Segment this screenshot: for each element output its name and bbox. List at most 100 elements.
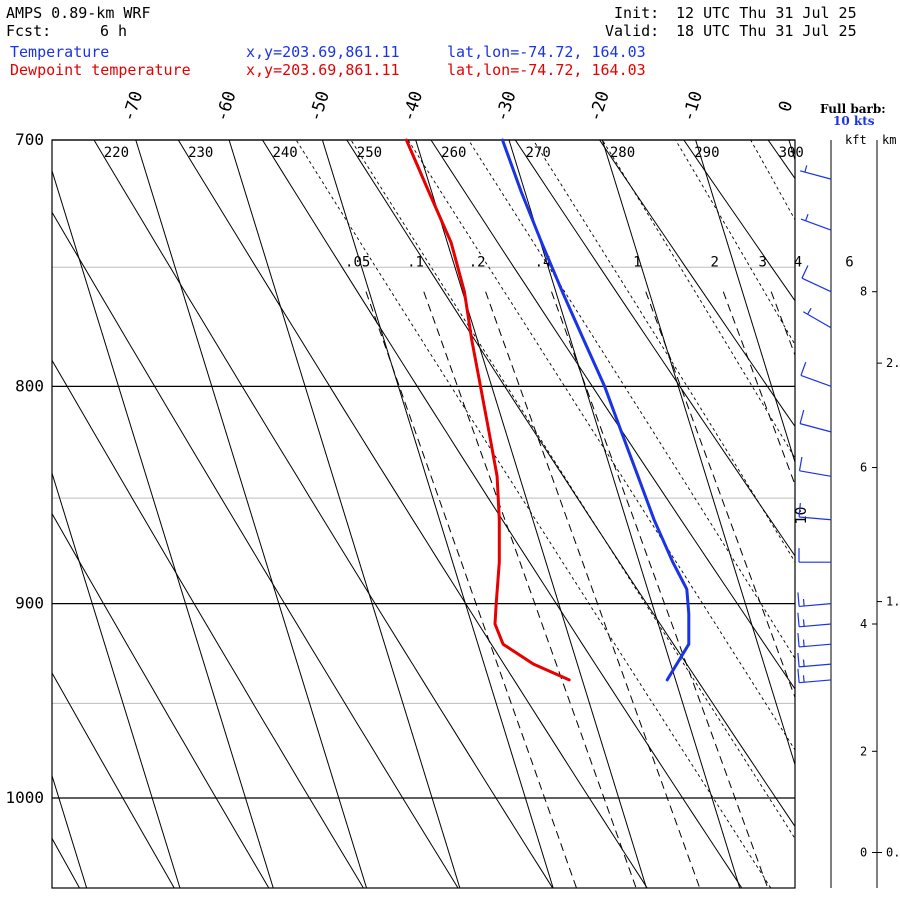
isotherm-line bbox=[52, 773, 88, 888]
moist-adiabat bbox=[825, 140, 900, 888]
mixing-ratio-line bbox=[722, 291, 795, 487]
wind-barb-shaft bbox=[799, 643, 832, 648]
isotherm-line bbox=[52, 169, 274, 888]
wind-barb-feather bbox=[798, 502, 801, 518]
mixing-ratio-line bbox=[485, 291, 701, 888]
temperature-tick-label: -70 bbox=[119, 89, 148, 124]
isotherm-line bbox=[415, 140, 647, 888]
km-axis-label: km bbox=[882, 133, 896, 147]
theta-label: 290 bbox=[694, 145, 719, 161]
isotherm-line bbox=[321, 140, 554, 888]
dry-adiabat bbox=[852, 140, 900, 888]
dry-adiabat bbox=[177, 140, 648, 888]
mixing-ratio-label: .2 bbox=[469, 255, 486, 271]
wind-barb-shaft bbox=[800, 218, 832, 231]
plot-area bbox=[52, 140, 900, 888]
moist-adiabat bbox=[532, 140, 795, 563]
wind-barb-half-feather bbox=[805, 213, 809, 221]
dry-adiabat bbox=[262, 140, 743, 888]
wind-barb-shaft bbox=[802, 311, 832, 329]
mixing-ratio-line bbox=[423, 291, 637, 888]
wind-barb-shaft bbox=[799, 679, 832, 684]
fcst-value: 6 h bbox=[100, 22, 128, 40]
wind-barb-feather bbox=[801, 265, 809, 279]
mixing-ratio-line bbox=[645, 291, 795, 699]
moist-adiabat bbox=[468, 140, 795, 660]
dry-adiabat bbox=[346, 140, 795, 828]
mixing-ratio-label: 4 bbox=[794, 255, 802, 271]
legend-temperature-xy: x,y=203.69,861.11 bbox=[246, 43, 400, 61]
mixing-ratio-label: 3 bbox=[758, 255, 766, 271]
wind-barb-half-feather bbox=[802, 675, 805, 683]
isotherm-line bbox=[228, 140, 461, 888]
mixing-ratio-10-label: 10 bbox=[792, 506, 810, 524]
wind-barb-feather bbox=[797, 612, 800, 627]
legend-temperature-latlon: lat,lon=-74.72, 164.03 bbox=[447, 43, 646, 61]
wind-barb-half-feather bbox=[804, 165, 808, 173]
temperature-tick-label: -60 bbox=[212, 89, 241, 124]
wind-barb-shaft bbox=[799, 603, 832, 608]
temperature-profile-line bbox=[501, 138, 691, 682]
theta-label: 220 bbox=[104, 145, 129, 161]
kft-tick-label: 0 bbox=[860, 846, 867, 860]
wind-barb-feather bbox=[797, 652, 800, 667]
km-tick-label: 2. bbox=[886, 356, 900, 370]
theta-label: 300 bbox=[779, 145, 804, 161]
wind-barb-feather bbox=[797, 592, 800, 607]
isotherm-line bbox=[52, 471, 181, 888]
dry-adiabat bbox=[93, 140, 554, 888]
temperature-tick-label: -10 bbox=[679, 89, 708, 124]
theta-label: 230 bbox=[188, 145, 213, 161]
plot-frame bbox=[51, 139, 796, 889]
pressure-tick-label: 900 bbox=[15, 594, 44, 613]
wind-barb-half-feather bbox=[802, 598, 805, 607]
temperature-tick-label: -20 bbox=[585, 89, 614, 124]
legend-dewpoint-label: Dewpoint temperature bbox=[10, 61, 191, 79]
mixing-ratio-label: 2 bbox=[711, 255, 719, 271]
dry-adiabat bbox=[514, 140, 795, 557]
moist-adiabat bbox=[602, 140, 795, 459]
mixing-ratio-line bbox=[858, 292, 900, 888]
dewpoint-profile-line bbox=[404, 138, 571, 682]
dry-adiabat bbox=[52, 837, 80, 888]
temperature-tick-label: -30 bbox=[492, 89, 521, 124]
dry-adiabat bbox=[52, 671, 175, 888]
dry-adiabat bbox=[599, 140, 795, 428]
mixing-ratio-label: 1 bbox=[633, 255, 641, 271]
mixing-ratio-label: 6 bbox=[845, 255, 853, 271]
dry-adiabat bbox=[52, 211, 459, 888]
moist-adiabat bbox=[675, 140, 795, 346]
kft-tick-label: 2 bbox=[860, 744, 867, 758]
model-title: AMPS 0.89-km WRF bbox=[6, 4, 151, 22]
theta-label: 270 bbox=[526, 145, 551, 161]
pressure-tick-label: 800 bbox=[15, 376, 44, 395]
wind-barb-feather bbox=[800, 362, 807, 376]
isotherm-line bbox=[695, 140, 795, 464]
dry-adiabat bbox=[430, 140, 795, 690]
temperature-tick-label: -40 bbox=[399, 89, 428, 124]
mixing-ratio-line bbox=[551, 291, 769, 888]
km-tick-label: 0. bbox=[886, 846, 900, 860]
wind-barb-half-feather bbox=[802, 639, 805, 647]
temperature-tick-label: 0 bbox=[775, 98, 797, 114]
wind-barb-feather bbox=[798, 456, 803, 471]
moist-adiabat bbox=[295, 140, 772, 888]
init-label: Init: bbox=[614, 4, 660, 22]
kft-tick-label: 4 bbox=[860, 617, 867, 631]
mixing-ratio-label: .05 bbox=[345, 255, 370, 271]
pressure-tick-label: 1000 bbox=[5, 788, 44, 807]
moist-adiabat bbox=[407, 140, 795, 751]
wind-barb-shaft bbox=[799, 423, 832, 433]
wind-barb-feather bbox=[797, 668, 800, 683]
wind-barb-shaft bbox=[799, 470, 832, 477]
theta-label: 280 bbox=[610, 145, 635, 161]
wind-barb-half-feather bbox=[807, 307, 812, 315]
mixing-ratio-line bbox=[365, 291, 577, 888]
wind-barb-shaft bbox=[800, 374, 832, 387]
kft-axis-label: kft bbox=[845, 133, 867, 147]
legend-dewpoint-xy: x,y=203.69,861.11 bbox=[246, 61, 400, 79]
wind-barb-shaft bbox=[799, 516, 832, 521]
km-tick-label: 1. bbox=[886, 595, 900, 609]
